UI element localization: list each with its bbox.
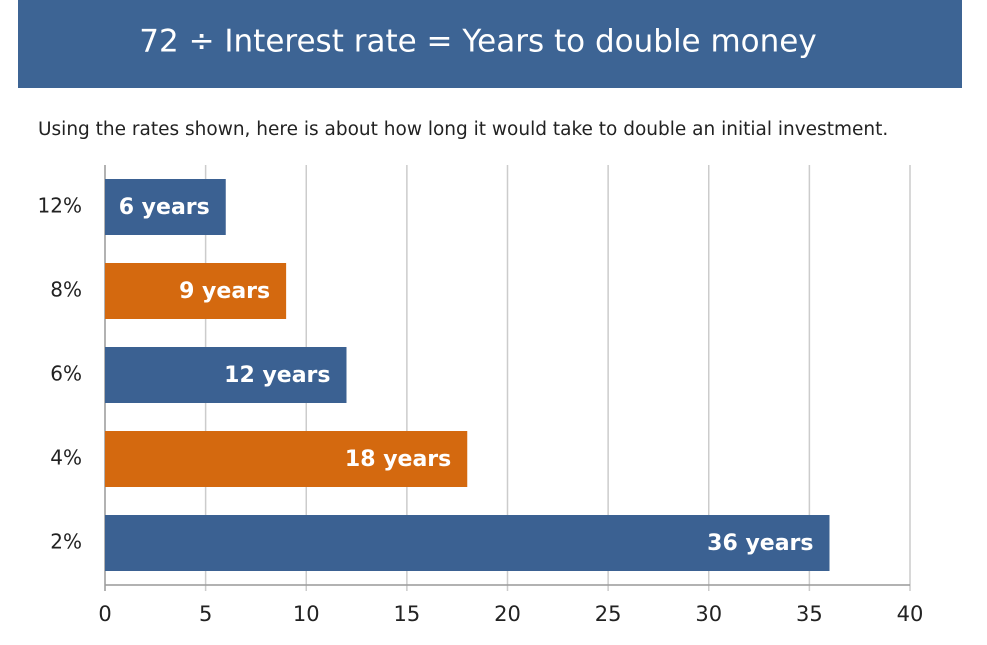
bar: [105, 431, 468, 487]
bar: [105, 179, 226, 235]
x-tick-label: 25: [595, 602, 622, 626]
y-tick-label: 4%: [50, 446, 82, 470]
value-label: 18 years: [345, 447, 451, 472]
header-bar: [18, 0, 962, 88]
x-tick-label: 35: [796, 602, 823, 626]
chart-subtitle: Using the rates shown, here is about how…: [38, 119, 888, 140]
y-tick-label: 12%: [38, 194, 82, 218]
x-tick-label: 30: [695, 602, 722, 626]
x-tick-label: 0: [98, 602, 111, 626]
value-label: 9 years: [179, 279, 270, 304]
x-tick-label: 15: [394, 602, 421, 626]
y-tick-label: 8%: [50, 278, 82, 302]
bar: [105, 347, 347, 403]
value-label: 6 years: [119, 195, 210, 220]
value-label: 12 years: [224, 363, 330, 388]
value-label: 36 years: [707, 531, 813, 556]
x-tick-label: 20: [494, 602, 521, 626]
y-tick-label: 2%: [50, 530, 82, 554]
y-tick-label: 6%: [50, 362, 82, 386]
bar: [105, 263, 287, 319]
bar: [105, 515, 830, 571]
x-tick-label: 5: [199, 602, 212, 626]
x-tick-label: 10: [293, 602, 320, 626]
x-tick-label: 40: [897, 602, 924, 626]
chart-title: 72 ÷ Interest rate = Years to double mon…: [139, 24, 816, 60]
